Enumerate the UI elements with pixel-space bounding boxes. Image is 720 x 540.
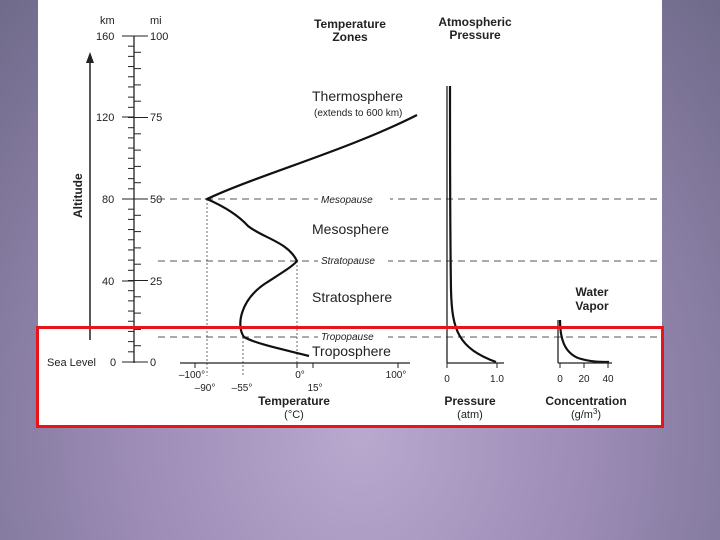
- mi-tick-25: 25: [150, 276, 162, 288]
- stratosphere-label: Stratosphere: [312, 289, 392, 305]
- altitude-label: Altitude: [71, 173, 85, 218]
- temperature-curve: [204, 114, 418, 358]
- temp-tick-minus100: –100°: [179, 370, 205, 381]
- vapor-curve: [558, 319, 610, 364]
- temperature-title: Temperature: [258, 394, 330, 408]
- km-tick-80: 80: [102, 194, 114, 206]
- pressure-tick-1: 1.0: [490, 374, 504, 385]
- mesosphere-label: Mesosphere: [312, 221, 389, 237]
- thermosphere-label: Thermosphere: [312, 88, 403, 104]
- pressure-unit: (atm): [457, 409, 483, 421]
- pressure-curve: [448, 85, 497, 364]
- concentration-unit: (g/m3): [571, 407, 601, 421]
- vapor-tick-40: 40: [602, 374, 614, 385]
- atmosphere-diagram: Altitude km mi 160 120 80 40 0 100 75 50…: [47, 15, 662, 421]
- vapor-tick-20: 20: [578, 374, 590, 385]
- water-vapor-header-2: Vapor: [575, 299, 609, 313]
- stratopause-label: Stratopause: [321, 256, 375, 267]
- km-tick-160: 160: [96, 31, 114, 43]
- temp-tick-minus55: –55°: [232, 383, 253, 394]
- km-tick-0: 0: [110, 357, 116, 369]
- temp-tick-minus90: –90°: [195, 383, 216, 394]
- temp-tick-15: 15°: [307, 383, 322, 394]
- temperature-unit: (°C): [284, 409, 304, 421]
- mesopause-label: Mesopause: [321, 195, 373, 206]
- mi-tick-100: 100: [150, 31, 168, 43]
- km-tick-120: 120: [96, 112, 114, 124]
- temp-zones-header-1: Temperature: [314, 17, 386, 31]
- temp-zones-header-2: Zones: [332, 30, 368, 44]
- altitude-arrow-head: [86, 52, 94, 63]
- mi-tick-50: 50: [150, 194, 162, 206]
- atm-pressure-header-2: Pressure: [449, 28, 501, 42]
- km-header: km: [100, 15, 115, 27]
- mi-tick-0: 0: [150, 357, 156, 369]
- highlight-box: [36, 326, 664, 428]
- pressure-tick-0: 0: [444, 374, 450, 385]
- mi-header: mi: [150, 15, 162, 27]
- mi-tick-75: 75: [150, 112, 162, 124]
- sea-level-label: Sea Level: [47, 357, 96, 369]
- concentration-title: Concentration: [545, 394, 626, 408]
- temp-tick-100: 100°: [386, 370, 407, 381]
- water-vapor-header-1: Water: [576, 285, 609, 299]
- slide-panel: Altitude km mi 160 120 80 40 0 100 75 50…: [38, 0, 662, 426]
- thermosphere-note: (extends to 600 km): [314, 108, 402, 119]
- pressure-title: Pressure: [444, 394, 496, 408]
- troposphere-label: Troposphere: [312, 343, 391, 359]
- atm-pressure-header-1: Atmospheric: [438, 15, 512, 29]
- temp-tick-0: 0°: [295, 370, 305, 381]
- km-tick-40: 40: [102, 276, 114, 288]
- tropopause-label: Tropopause: [321, 332, 374, 343]
- vapor-tick-0: 0: [557, 374, 563, 385]
